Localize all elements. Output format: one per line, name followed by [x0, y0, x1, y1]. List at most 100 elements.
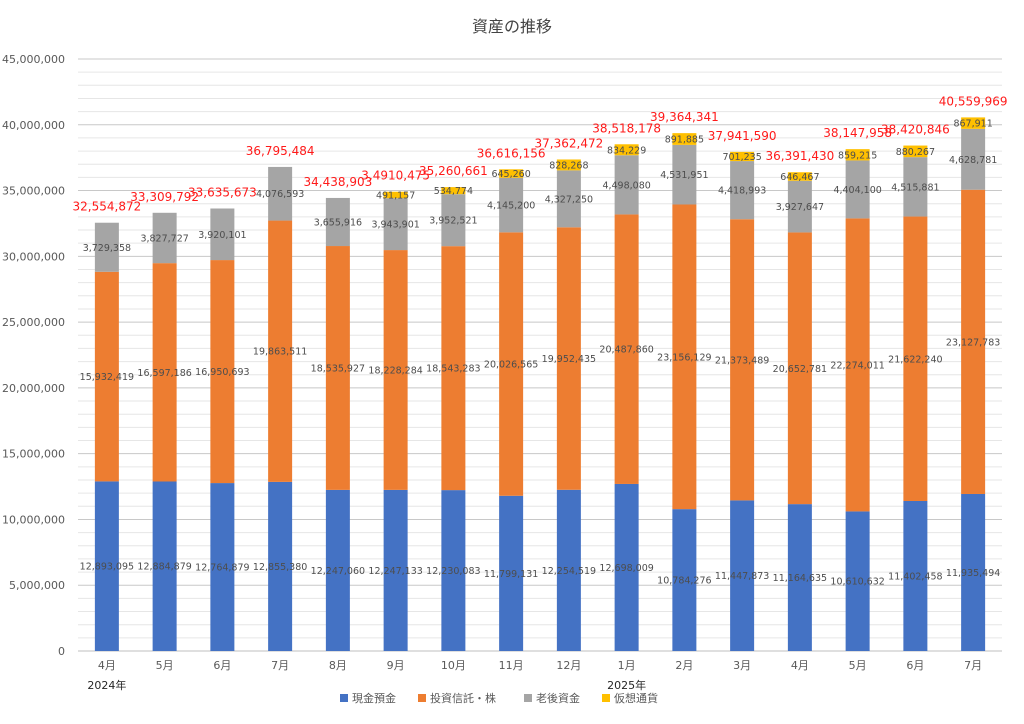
x-tick-label: 10月 [441, 659, 466, 672]
segment-value-label: 4,498,080 [602, 180, 650, 191]
bar-segment [903, 216, 928, 501]
segment-value-label: 646,467 [780, 172, 819, 183]
bar-segment [845, 149, 870, 161]
bar-segment [787, 232, 812, 505]
x-tick-label: 9月 [387, 659, 405, 672]
segment-value-label: 12,254,519 [542, 566, 596, 577]
y-tick-label: 0 [58, 645, 65, 658]
bar-segment [672, 509, 697, 651]
bar-segment [672, 133, 697, 145]
bar-segment [441, 194, 466, 247]
bar-segment [268, 481, 293, 651]
x-tick-label: 5月 [849, 659, 867, 672]
total-value-label: 39,364,341 [650, 110, 719, 124]
total-value-label: 38,420,846 [881, 123, 950, 137]
total-value-label: 37,941,590 [708, 129, 777, 143]
bar-segment [672, 204, 697, 510]
total-value-label: 34,438,903 [304, 175, 373, 189]
legend-label: 老後資金 [536, 691, 580, 705]
segment-value-label: 4,327,250 [545, 194, 593, 205]
legend-swatch [524, 694, 532, 702]
segment-value-label: 11,447,873 [715, 571, 769, 582]
total-value-label: 38,147,958 [823, 126, 892, 140]
segment-value-label: 3,827,727 [140, 233, 188, 244]
segment-value-label: 828,268 [549, 160, 588, 171]
segment-value-label: 10,610,632 [830, 577, 884, 588]
segment-value-label: 12,764,879 [195, 563, 249, 574]
segment-value-label: 12,247,133 [368, 566, 422, 577]
bar-segment [614, 483, 639, 651]
legend-label: 投資信託・株 [430, 691, 496, 705]
bar-segment [730, 151, 755, 162]
x-tick-label: 8月 [329, 659, 347, 672]
y-tick-label: 35,000,000 [2, 185, 65, 198]
x-tick-label: 4月 [791, 659, 809, 672]
total-value-label: 36,616,156 [477, 146, 546, 160]
bar-segment [730, 161, 755, 220]
bar-segment [325, 246, 350, 490]
bar-segment [845, 160, 870, 219]
y-tick-label: 40,000,000 [2, 119, 65, 132]
segment-value-label: 4,418,993 [718, 186, 766, 197]
legend-label: 現金預金 [352, 691, 396, 705]
segment-value-label: 3,920,101 [198, 230, 246, 241]
bar-segment [383, 198, 408, 251]
bar-segment [787, 172, 812, 181]
segment-value-label: 19,952,435 [542, 354, 596, 365]
legend-swatch [418, 694, 426, 702]
y-tick-label: 5,000,000 [9, 579, 65, 592]
x-tick-label: 3月 [733, 659, 751, 672]
bar-segment [383, 191, 408, 199]
bar-segment [961, 128, 986, 190]
segment-value-label: 16,950,693 [195, 367, 249, 378]
segment-value-label: 4,628,781 [949, 155, 997, 166]
bar-segment [210, 483, 235, 651]
bar-segment [961, 117, 986, 129]
bar-segment [672, 144, 697, 205]
y-tick-label: 10,000,000 [2, 513, 65, 526]
total-value-label: 32,554,872 [73, 200, 142, 214]
y-tick-label: 45,000,000 [2, 53, 65, 66]
legend-label: 仮想通貨 [614, 691, 658, 705]
bar-segment [787, 504, 812, 651]
segment-value-label: 10,784,276 [657, 576, 711, 587]
segment-value-label: 645,260 [491, 169, 530, 180]
segment-value-label: 12,247,060 [311, 566, 365, 577]
segment-value-label: 20,487,860 [599, 345, 653, 356]
bar-segment [845, 511, 870, 651]
segment-value-label: 11,799,131 [484, 569, 538, 580]
x-tick-label: 4月 [98, 659, 116, 672]
segment-value-label: 16,597,186 [137, 368, 191, 379]
bar-segment [152, 212, 177, 264]
x-tick-label: 6月 [213, 659, 231, 672]
total-value-label: 40,559,969 [939, 94, 1008, 108]
total-value-label: 38,518,178 [592, 121, 661, 135]
bar-segment [152, 481, 177, 651]
segment-value-label: 701,235 [722, 152, 761, 163]
bar-segment [556, 159, 581, 171]
bar-segment [787, 180, 812, 233]
total-value-label: 33,635,673 [188, 186, 257, 200]
bar-segment [961, 189, 986, 494]
bar-segment [556, 227, 581, 490]
segment-value-label: 15,932,419 [80, 372, 134, 383]
y-tick-label: 20,000,000 [2, 382, 65, 395]
segment-value-label: 12,698,009 [599, 563, 653, 574]
segment-value-label: 4,076,593 [256, 189, 304, 200]
segment-value-label: 3,655,916 [314, 217, 362, 228]
segment-value-label: 21,373,489 [715, 355, 769, 366]
segment-value-label: 4,145,200 [487, 201, 535, 212]
bar-segment [325, 489, 350, 651]
bar-segment [383, 250, 408, 490]
segment-value-label: 880,267 [896, 147, 935, 158]
segment-value-label: 23,127,783 [946, 337, 1000, 348]
segment-value-label: 4,404,100 [833, 185, 881, 196]
y-tick-label: 15,000,000 [2, 448, 65, 461]
bar-segment [730, 500, 755, 651]
segment-value-label: 21,622,240 [888, 354, 942, 365]
y-tick-label: 25,000,000 [2, 316, 65, 329]
segment-value-label: 3,952,521 [429, 216, 477, 227]
x-tick-label: 1月 [618, 659, 636, 672]
segment-value-label: 4,515,881 [891, 182, 939, 193]
